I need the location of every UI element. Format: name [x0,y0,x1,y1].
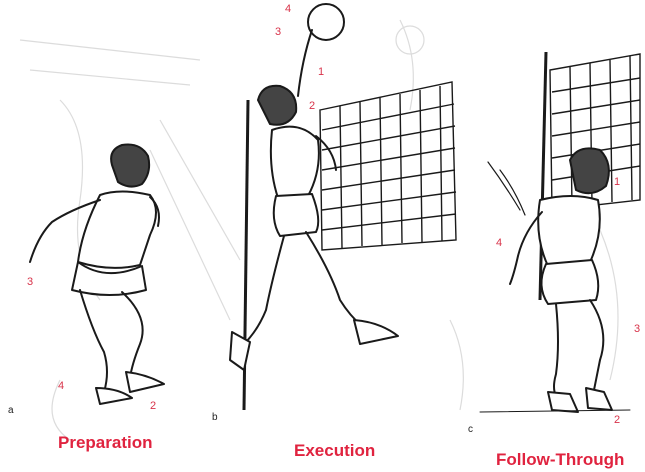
leg-left-c [553,303,559,397]
shoe-right-a [125,371,165,393]
caption-follow-through: Follow-Through [496,450,625,469]
label-number: 4 [285,3,292,15]
background-sketches [19,19,619,441]
label-number: 3 [275,26,282,38]
arm-left-a [29,199,101,263]
shoe-right-b [353,319,399,345]
arm-right-a [149,196,160,227]
figure-follow-through [479,147,631,413]
leg-right-c [589,299,605,391]
leg-right-b [305,231,363,327]
arm-down-b [315,135,337,171]
panel-letter-b: b [212,412,218,423]
label-number: 4 [58,380,65,392]
torso-c [537,195,601,267]
label-number: 4 [496,237,503,249]
shorts-b [272,193,320,237]
arm-up-b [297,29,313,97]
panel-letter-a: a [8,405,14,416]
caption-preparation: Preparation [58,433,153,452]
label-number: 2 [614,414,621,426]
label-number: 3 [27,276,34,288]
panel-letter-c: c [468,424,473,435]
shorts-c [540,259,600,305]
arm-c [509,211,543,285]
leg-left-a [79,289,108,393]
figure-execution [229,3,399,371]
label-number: 2 [309,100,316,112]
shoe-right-c [585,387,613,411]
shorts-a [71,261,147,296]
shoe-left-c [547,391,579,413]
ball-b [307,3,345,41]
motion-lines-c [487,161,526,216]
label-number: 3 [634,323,641,335]
head-a [110,143,151,188]
figure-preparation [29,143,165,405]
net-c [538,51,641,301]
leg-left-b [243,235,285,345]
head-b [257,84,298,126]
shoe-left-b [229,331,251,371]
torso-a [77,190,157,269]
caption-execution: Execution [294,441,376,460]
label-number: 2 [150,400,157,412]
label-number: 1 [318,66,325,78]
shoe-left-a [95,387,133,405]
leg-right-a [121,291,144,379]
torso-b [269,125,320,199]
label-number: 1 [614,176,621,188]
head-c [569,147,610,195]
